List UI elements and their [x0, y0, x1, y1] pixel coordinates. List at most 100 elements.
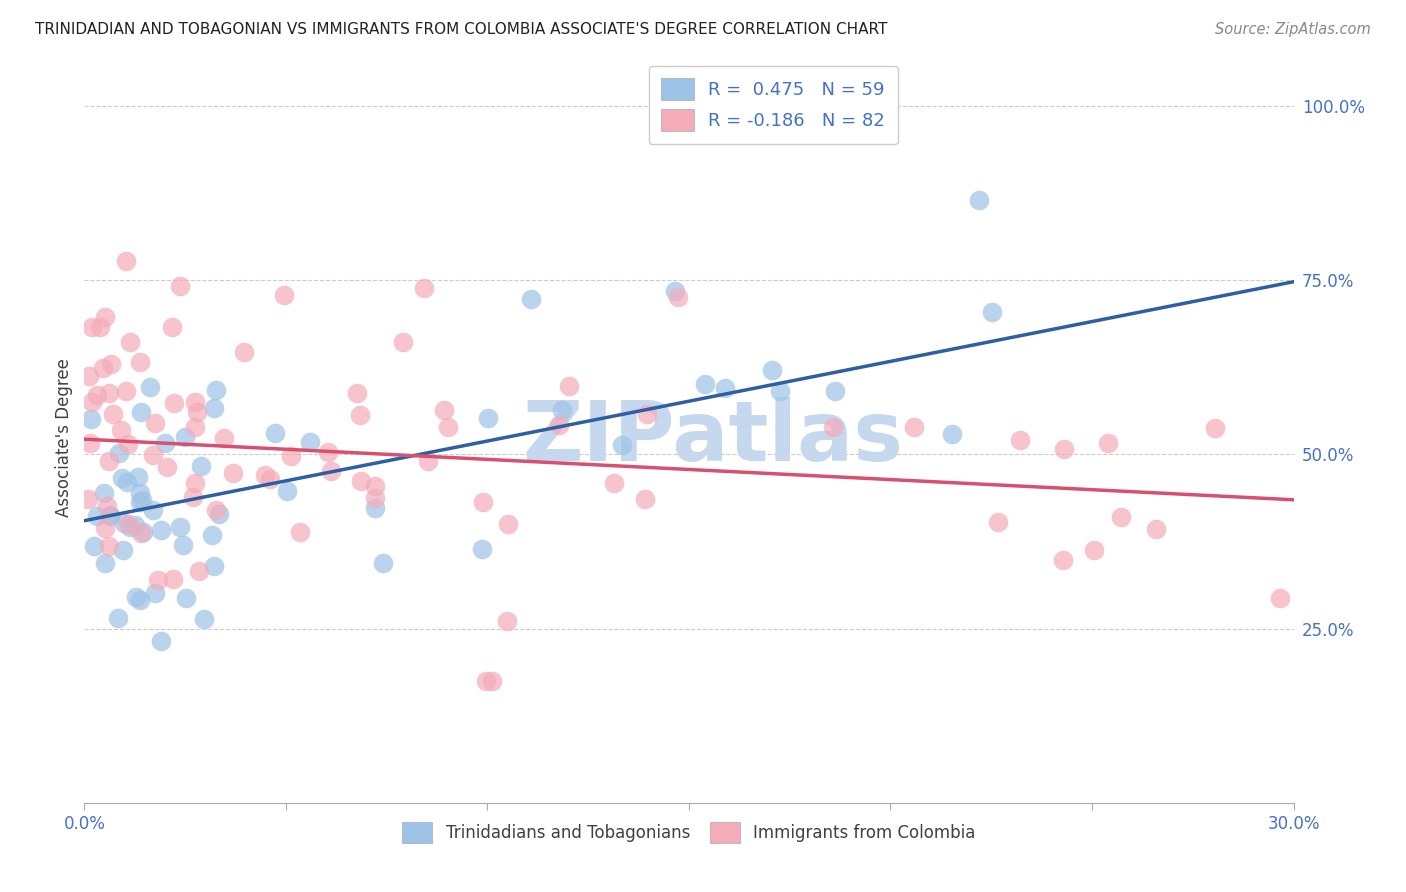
Point	[111, 543, 134, 558]
Point	[129, 593, 152, 607]
Point	[143, 585, 166, 599]
Point	[349, 408, 371, 422]
Point	[169, 278, 191, 293]
Point	[129, 405, 152, 419]
Point	[205, 383, 228, 397]
Point	[149, 634, 172, 648]
Point	[259, 472, 281, 486]
Point	[316, 444, 339, 458]
Point	[131, 525, 153, 540]
Point	[91, 361, 114, 376]
Point	[496, 516, 519, 531]
Point	[769, 384, 792, 398]
Point	[321, 464, 343, 478]
Point	[602, 476, 624, 491]
Point	[153, 435, 176, 450]
Point	[100, 357, 122, 371]
Point	[714, 381, 737, 395]
Point	[1204, 420, 1226, 434]
Point	[79, 412, 101, 426]
Point	[967, 193, 990, 207]
Point	[987, 515, 1010, 529]
Point	[264, 426, 287, 441]
Point	[128, 355, 150, 369]
Point	[201, 527, 224, 541]
Y-axis label: Associate's Degree: Associate's Degree	[55, 358, 73, 516]
Point	[208, 507, 231, 521]
Point	[110, 423, 132, 437]
Point	[941, 427, 963, 442]
Point	[364, 500, 387, 515]
Point	[202, 559, 225, 574]
Point	[903, 419, 925, 434]
Point	[96, 500, 118, 514]
Point	[181, 490, 204, 504]
Point	[472, 495, 495, 509]
Point	[80, 394, 103, 409]
Point	[115, 475, 138, 490]
Point	[666, 290, 689, 304]
Point	[108, 446, 131, 460]
Point	[139, 380, 162, 394]
Point	[475, 673, 498, 688]
Point	[89, 320, 111, 334]
Point	[82, 320, 104, 334]
Point	[100, 508, 122, 523]
Point	[156, 459, 179, 474]
Point	[437, 420, 460, 434]
Point	[94, 310, 117, 324]
Point	[115, 384, 138, 398]
Text: TRINIDADIAN AND TOBAGONIAN VS IMMIGRANTS FROM COLOMBIA ASSOCIATE'S DEGREE CORREL: TRINIDADIAN AND TOBAGONIAN VS IMMIGRANTS…	[35, 22, 887, 37]
Point	[1144, 522, 1167, 536]
Point	[124, 590, 146, 604]
Point	[193, 612, 215, 626]
Point	[107, 611, 129, 625]
Point	[298, 435, 321, 450]
Point	[111, 470, 134, 484]
Point	[131, 493, 153, 508]
Point	[98, 508, 121, 523]
Point	[471, 541, 494, 556]
Point	[232, 345, 254, 359]
Point	[118, 520, 141, 534]
Point	[128, 495, 150, 509]
Text: Source: ZipAtlas.com: Source: ZipAtlas.com	[1215, 22, 1371, 37]
Point	[558, 379, 581, 393]
Point	[163, 395, 186, 409]
Point	[117, 516, 139, 531]
Point	[548, 418, 571, 433]
Point	[86, 388, 108, 402]
Point	[1109, 510, 1132, 524]
Point	[169, 519, 191, 533]
Point	[77, 369, 100, 384]
Text: ZIPatlas: ZIPatlas	[523, 397, 904, 477]
Point	[821, 419, 844, 434]
Point	[495, 614, 517, 628]
Point	[127, 470, 149, 484]
Point	[1270, 591, 1292, 606]
Point	[160, 319, 183, 334]
Point	[664, 284, 686, 298]
Point	[112, 516, 135, 530]
Point	[129, 525, 152, 540]
Point	[97, 539, 120, 553]
Point	[481, 673, 503, 688]
Point	[115, 254, 138, 268]
Point	[350, 474, 373, 488]
Point	[276, 484, 298, 499]
Point	[173, 430, 195, 444]
Point	[1010, 434, 1032, 448]
Point	[477, 411, 499, 425]
Point	[391, 335, 413, 350]
Point	[204, 502, 226, 516]
Point	[187, 565, 209, 579]
Point	[433, 403, 456, 417]
Point	[610, 438, 633, 452]
Point	[253, 468, 276, 483]
Point	[416, 454, 439, 468]
Point	[202, 401, 225, 416]
Point	[124, 518, 146, 533]
Point	[634, 491, 657, 506]
Point	[98, 454, 121, 468]
Point	[290, 524, 312, 539]
